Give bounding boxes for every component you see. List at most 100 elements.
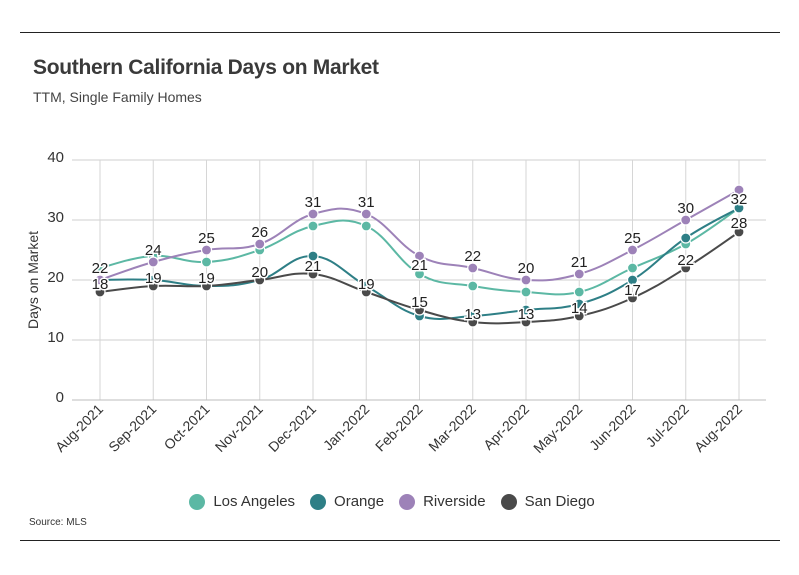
chart-legend: Los Angeles Orange Riverside San Diego [0,493,799,510]
x-tick-label: Jan-2022 [320,401,373,454]
data-point-orange [520,304,532,316]
data-point-los-angeles [467,280,479,292]
data-label-san-diego: 13 [464,306,481,323]
y-tick-label: 0 [56,389,64,406]
legend-swatch [189,493,206,510]
data-point-san-diego [307,268,319,280]
data-label-riverside: 20 [518,260,535,277]
data-label-san-diego: 20 [251,264,268,281]
data-label-san-diego: 28 [731,215,748,232]
x-tick-label: Jul-2022 [643,401,692,450]
data-label-riverside: 21 [411,257,428,274]
data-label-san-diego: 18 [92,276,109,293]
data-point-orange [573,298,585,310]
data-point-san-diego [733,226,745,238]
data-point-san-diego [94,286,106,298]
data-point-riverside [573,268,585,280]
y-tick-label: 30 [47,209,64,226]
y-tick-label: 10 [47,329,64,346]
legend-item-san-diego: San Diego [500,493,603,510]
x-tick-label: Dec-2021 [265,401,319,455]
data-point-los-angeles [573,286,585,298]
data-label-riverside: 24 [145,242,162,259]
data-label-riverside: 32 [731,191,748,208]
data-point-riverside [626,244,639,256]
data-point-los-angeles [94,262,106,274]
data-point-riverside [680,214,692,226]
data-label-riverside: 31 [305,194,322,211]
data-point-san-diego [680,262,692,274]
data-point-san-diego [147,280,159,292]
legend-label: Los Angeles [213,493,296,510]
data-point-riverside [94,274,106,286]
data-point-san-diego [413,304,426,316]
data-point-orange [307,250,319,262]
x-tick-label: Aug-2021 [52,401,106,455]
chart-title: Southern California Days on Market [33,56,379,79]
legend-swatch [500,493,517,510]
data-label-san-diego: 21 [305,258,322,275]
x-tick-label: Jun-2022 [586,401,639,454]
data-point-san-diego [573,310,585,322]
data-point-orange [626,274,639,286]
data-point-san-diego [254,274,266,286]
data-label-riverside: 25 [198,230,215,247]
data-point-riverside [467,262,479,274]
data-point-orange [733,202,745,214]
data-label-san-diego: 19 [145,270,162,287]
data-label-san-diego: 22 [677,252,694,269]
data-point-los-angeles [413,268,426,280]
data-point-riverside [147,256,159,268]
data-label-san-diego: 19 [358,276,375,293]
data-point-los-angeles [520,286,532,298]
data-point-san-diego [360,286,372,298]
top-rule [20,32,780,33]
data-point-riverside [520,274,532,286]
x-tick-label: Feb-2022 [372,401,426,455]
y-tick-label: 20 [47,269,64,286]
data-label-riverside: 22 [464,248,481,265]
data-point-san-diego [467,316,479,328]
x-tick-label: Sep-2021 [105,401,159,455]
x-tick-label: Oct-2021 [161,401,213,453]
data-label-san-diego: 15 [411,294,428,311]
data-label-san-diego: 17 [624,282,641,299]
x-tick-label: May-2022 [530,401,585,456]
data-label-riverside: 30 [677,200,694,217]
data-point-los-angeles [626,262,639,274]
data-label-san-diego: 13 [518,306,535,323]
legend-item-orange: Orange [310,493,392,510]
data-point-riverside [733,184,745,196]
data-label-riverside: 22 [92,260,109,277]
legend-swatch [399,493,416,510]
data-point-san-diego [626,292,639,304]
data-point-san-diego [200,280,213,292]
data-point-orange [680,232,692,244]
chart-subtitle: TTM, Single Family Homes [33,89,202,105]
data-label-riverside: 25 [624,230,641,247]
legend-item-riverside: Riverside [399,493,494,510]
data-point-san-diego [520,316,532,328]
y-axis-label: Days on Market [25,231,41,329]
data-point-los-angeles [360,220,372,232]
data-point-riverside [307,208,319,220]
x-tick-label: Mar-2022 [425,401,479,455]
data-point-los-angeles [200,256,213,268]
x-tick-label: Aug-2022 [691,401,745,455]
bottom-rule [20,540,780,541]
legend-label: Riverside [423,493,486,510]
x-tick-label: Nov-2021 [212,401,266,455]
data-label-riverside: 21 [571,254,588,271]
data-point-riverside [254,238,266,250]
data-label-san-diego: 19 [198,270,215,287]
data-point-los-angeles [307,220,319,232]
legend-label: San Diego [524,493,595,510]
source-note: Source: MLS [29,517,87,528]
y-tick-label: 40 [47,149,64,166]
data-point-riverside [200,244,213,256]
data-label-riverside: 31 [358,194,375,211]
data-label-riverside: 26 [251,224,268,241]
data-point-riverside [413,250,426,262]
legend-swatch [310,493,327,510]
